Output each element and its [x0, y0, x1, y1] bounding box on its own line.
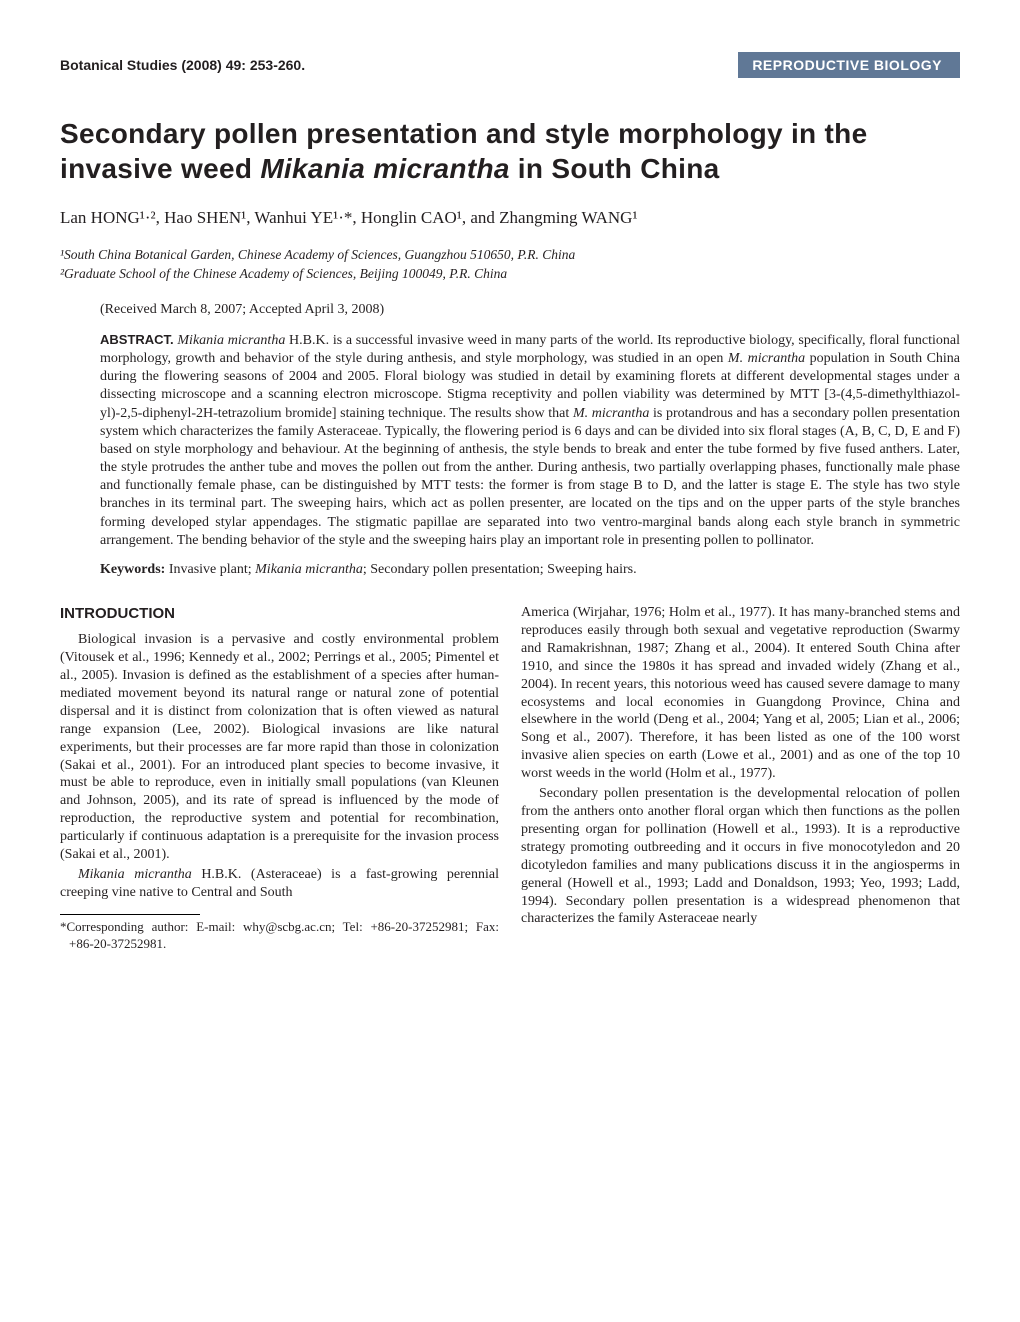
title-species: Mikania micrantha [260, 153, 509, 184]
affiliations: ¹South China Botanical Garden, Chinese A… [60, 246, 960, 284]
abstract-label: ABSTRACT. [100, 332, 174, 347]
title-suffix: in South China [510, 153, 720, 184]
keywords-line: Keywords: Invasive plant; Mikania micran… [100, 562, 960, 578]
right-column: America (Wirjahar, 1976; Holm et al., 19… [521, 604, 960, 953]
affiliation-1: ¹South China Botanical Garden, Chinese A… [60, 246, 960, 265]
keywords-seg-3: ; Secondary pollen presentation; Sweepin… [363, 562, 637, 577]
page-container: Botanical Studies (2008) 49: 253-260. RE… [0, 0, 1020, 993]
abstract-species-3: M. micrantha [573, 406, 649, 421]
left-column: INTRODUCTION Biological invasion is a pe… [60, 604, 499, 953]
abstract-text: Mikania micrantha H.B.K. is a successful… [100, 333, 960, 548]
corresponding-author-footnote: *Corresponding author: E-mail: why@scbg.… [60, 919, 499, 953]
article-title: Secondary pollen presentation and style … [60, 116, 960, 186]
abstract-seg-6: is protandrous and has a secondary polle… [100, 406, 960, 548]
abstract-species-1: Mikania micrantha [177, 333, 285, 348]
intro-para-1: Biological invasion is a pervasive and c… [60, 631, 499, 864]
received-accepted-dates: (Received March 8, 2007; Accepted April … [100, 302, 960, 318]
authors-line: Lan HONG¹·², Hao SHEN¹, Wanhui YE¹·*, Ho… [60, 208, 960, 228]
journal-citation: Botanical Studies (2008) 49: 253-260. [60, 57, 305, 73]
footnote-rule [60, 914, 200, 915]
category-badge: REPRODUCTIVE BIOLOGY [738, 52, 960, 78]
section-heading-introduction: INTRODUCTION [60, 604, 499, 623]
keywords-label: Keywords: [100, 562, 165, 577]
intro-para-3: Secondary pollen presentation is the dev… [521, 785, 960, 928]
keywords-species: Mikania micrantha [255, 562, 363, 577]
para2-species: Mikania micrantha [78, 867, 192, 882]
body-columns: INTRODUCTION Biological invasion is a pe… [60, 604, 960, 953]
affiliation-2: ²Graduate School of the Chinese Academy … [60, 265, 960, 284]
intro-para-2-left: Mikania micrantha H.B.K. (Asteraceae) is… [60, 866, 499, 902]
abstract-block: ABSTRACT. Mikania micrantha H.B.K. is a … [100, 332, 960, 550]
abstract-species-2: M. micrantha [728, 351, 805, 366]
keywords-seg-1: Invasive plant; [165, 562, 255, 577]
header-row: Botanical Studies (2008) 49: 253-260. RE… [60, 52, 960, 78]
intro-para-2-right: America (Wirjahar, 1976; Holm et al., 19… [521, 604, 960, 783]
